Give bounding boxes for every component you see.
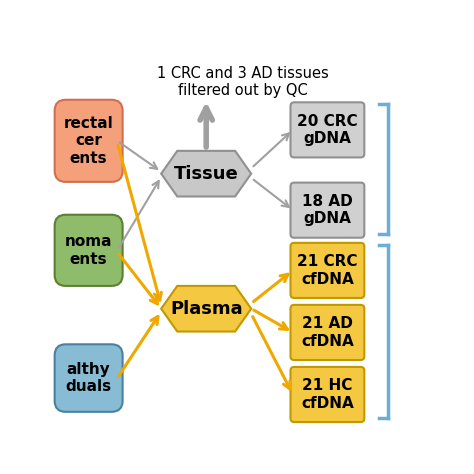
Text: althy
duals: althy duals [65, 362, 112, 394]
Polygon shape [161, 151, 251, 197]
Text: 21 AD
cfDNA: 21 AD cfDNA [301, 316, 354, 349]
FancyBboxPatch shape [291, 102, 365, 157]
Polygon shape [161, 286, 251, 331]
FancyBboxPatch shape [291, 305, 365, 360]
FancyBboxPatch shape [55, 100, 123, 182]
FancyBboxPatch shape [55, 344, 123, 412]
FancyBboxPatch shape [55, 215, 123, 286]
Text: noma
ents: noma ents [65, 234, 112, 266]
Text: 20 CRC
gDNA: 20 CRC gDNA [297, 114, 358, 146]
Text: Plasma: Plasma [170, 300, 243, 318]
FancyBboxPatch shape [291, 182, 365, 238]
Text: rectal
cer
ents: rectal cer ents [64, 116, 113, 166]
Text: Tissue: Tissue [174, 164, 238, 182]
Text: 21 HC
cfDNA: 21 HC cfDNA [301, 378, 354, 410]
Text: 21 CRC
cfDNA: 21 CRC cfDNA [297, 254, 358, 287]
FancyBboxPatch shape [291, 243, 365, 298]
FancyBboxPatch shape [291, 367, 365, 422]
Text: 1 CRC and 3 AD tissues
filtered out by QC: 1 CRC and 3 AD tissues filtered out by Q… [157, 66, 329, 99]
Text: 18 AD
gDNA: 18 AD gDNA [302, 194, 353, 227]
